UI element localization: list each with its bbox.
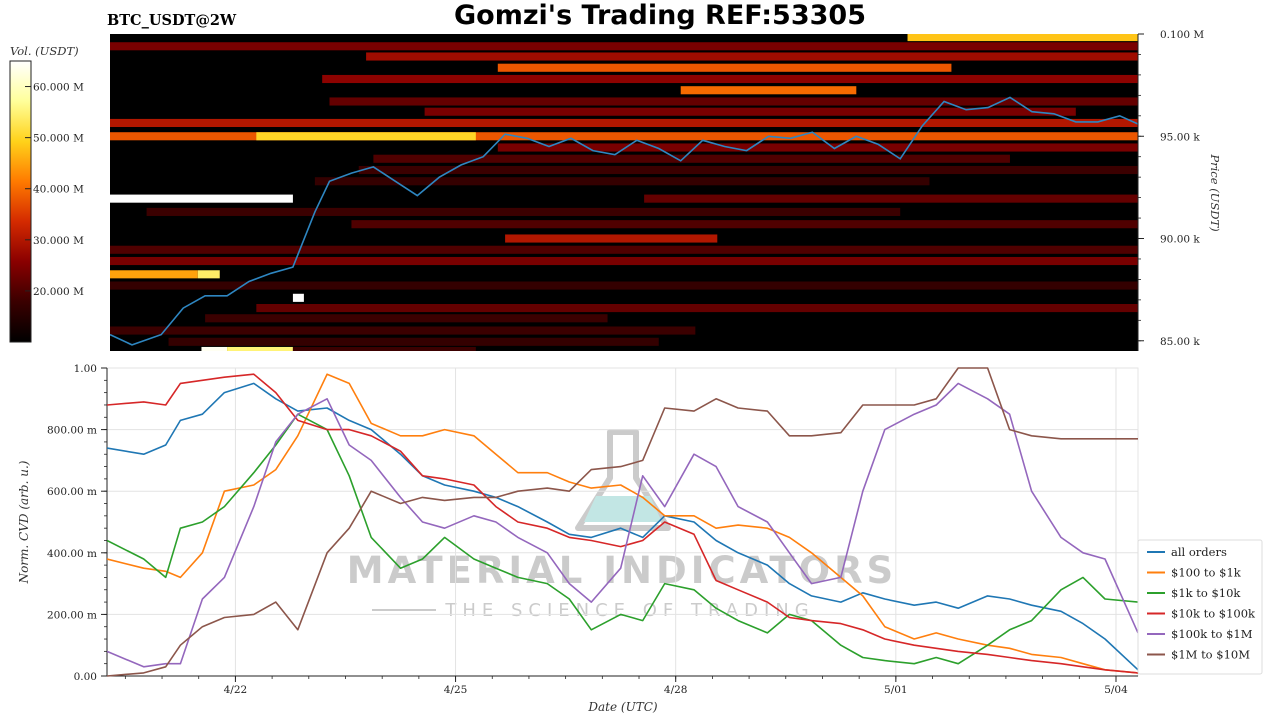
- liquidity-band: [644, 194, 1138, 203]
- flask-liquid-icon: [584, 496, 662, 522]
- cvd-series: [107, 367, 1138, 677]
- cvd-x-tick-label: 5/04: [1104, 684, 1128, 696]
- liquidity-band: [292, 346, 476, 351]
- cvd-y-tick-label: 800.00 m: [47, 425, 97, 437]
- price-tick-label: 0.100 M: [1160, 29, 1204, 41]
- series-line: [107, 373, 1138, 674]
- liquidity-band: [907, 34, 1138, 42]
- liquidity-band: [329, 97, 1138, 106]
- watermark: MATERIAL INDICATORS THE SCIENCE OF TRADI…: [347, 429, 893, 621]
- heatmap-background: [110, 34, 1138, 351]
- pair-label: BTC_USDT@2W: [107, 12, 237, 29]
- liquidity-band: [110, 194, 293, 203]
- liquidity-band: [358, 165, 1138, 175]
- cvd-y-tick-label: 0.00: [74, 671, 97, 683]
- cvd-panel: 0.00 200.00 m 400.00 m 600.00 m 800.00 m 1.00…: [47, 363, 1139, 696]
- liquidity-band: [256, 304, 1138, 313]
- liquidity-band: [168, 337, 659, 346]
- series-line: [107, 413, 1138, 665]
- liquidity-band: [110, 245, 1138, 254]
- chart-title: Gomzi's Trading REF:53305: [454, 0, 866, 31]
- x-axis-label: Date (UTC): [587, 700, 657, 714]
- cvd-y-tick-label: 200.00 m: [47, 609, 97, 621]
- legend-label: $100k to $1M: [1171, 627, 1253, 641]
- heatmap-bands: [110, 34, 1138, 377]
- liquidity-band: [110, 118, 1138, 128]
- flask-icon: [575, 429, 671, 531]
- cvd-y-tick-label: 400.00 m: [47, 548, 97, 560]
- liquidity-band: [110, 369, 330, 377]
- colorbar-label: Vol. (USDT): [10, 44, 79, 58]
- colorbar-tick-label: 60.000 M: [33, 82, 84, 94]
- colorbar-tick-label: 20.000 M: [33, 286, 84, 298]
- price-line: [110, 96, 1138, 346]
- price-axis-label: Price (USDT): [1208, 153, 1222, 231]
- cvd-x-tick-label: 4/28: [664, 684, 688, 696]
- series-line: [107, 382, 1138, 668]
- liquidity-band: [351, 220, 1138, 229]
- colorbar-tick-label: 30.000 M: [33, 235, 84, 247]
- liquidity-band: [197, 270, 220, 279]
- legend-label: $10k to $100k: [1171, 607, 1256, 621]
- liquidity-band: [227, 346, 293, 351]
- liquidity-band: [424, 107, 1076, 116]
- liquidity-band: [110, 358, 439, 366]
- legend-label: $1M to $10M: [1171, 648, 1250, 662]
- cvd-x-tick-label: 4/22: [224, 684, 248, 696]
- series-line: [107, 367, 1138, 677]
- liquidity-band: [256, 132, 476, 141]
- heatmap-panel: 85.00 k 90.00 k 95.00 k 0.100 M: [110, 29, 1204, 377]
- legend-label: $1k to $10k: [1171, 586, 1241, 600]
- liquidity-band: [110, 42, 1138, 51]
- price-tick-label: 85.00 k: [1160, 336, 1200, 348]
- liquidity-band: [497, 143, 1138, 152]
- series-line: [107, 373, 1138, 674]
- price-tick-label: 90.00 k: [1160, 234, 1200, 246]
- liquidity-band: [292, 293, 304, 302]
- liquidity-band: [373, 154, 1010, 163]
- liquidity-band: [497, 63, 952, 72]
- liquidity-band: [322, 74, 1138, 84]
- liquidity-band: [314, 177, 930, 186]
- liquidity-band: [680, 86, 857, 95]
- cvd-x-tick-label: 4/25: [444, 684, 468, 696]
- colorbar-gradient: [9, 60, 32, 343]
- liquidity-band: [110, 326, 696, 335]
- liquidity-band: [201, 346, 228, 351]
- cvd-y-tick-label: 1.00: [74, 363, 97, 375]
- cvd-x-tick-label: 5/01: [884, 684, 908, 696]
- colorbar-tick-label: 40.000 M: [33, 184, 84, 196]
- legend-label: all orders: [1171, 545, 1227, 559]
- series-line: [107, 382, 1138, 671]
- price-tick-label: 95.00 k: [1160, 131, 1200, 143]
- y-axis-label: Norm. CVD (arb. u.): [17, 460, 31, 584]
- liquidity-band: [505, 234, 718, 243]
- liquidity-band: [110, 256, 1138, 266]
- cvd-y-tick-label: 600.00 m: [47, 486, 97, 498]
- legend-frame: [1137, 539, 1263, 675]
- liquidity-band: [146, 207, 901, 216]
- liquidity-band: [205, 314, 608, 323]
- colorbar: 20.000 M 30.000 M 40.000 M 50.000 M 60.000 M: [9, 60, 84, 343]
- legend-label: $100 to $1k: [1171, 566, 1242, 580]
- liquidity-band: [366, 52, 1138, 61]
- watermark-line2: THE SCIENCE OF TRADING: [444, 600, 814, 621]
- legend: all orders $100 to $1k $1k to $10k $10k to …: [1137, 539, 1263, 675]
- colorbar-tick-label: 50.000 M: [33, 133, 84, 145]
- liquidity-band: [110, 132, 1138, 141]
- liquidity-band: [110, 281, 1138, 290]
- liquidity-band: [110, 270, 198, 279]
